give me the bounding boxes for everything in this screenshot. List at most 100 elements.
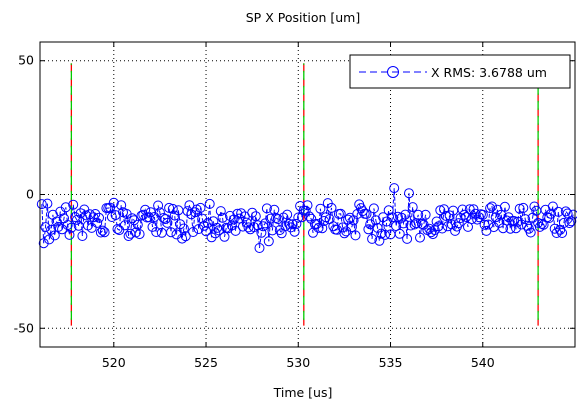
data-point-287 <box>566 216 577 227</box>
data-point-214 <box>431 216 442 227</box>
data-point-114 <box>247 207 258 218</box>
data-point-157 <box>326 202 337 213</box>
data-point-186 <box>380 229 390 240</box>
data-point-288 <box>568 209 577 220</box>
data-point-183 <box>374 235 385 246</box>
data-point-34 <box>99 227 110 238</box>
data-point-201 <box>407 202 418 213</box>
x-axis-label: Time [us] <box>273 385 333 400</box>
data-point-139 <box>293 212 304 223</box>
data-point-143 <box>300 205 311 216</box>
data-point-5 <box>46 224 57 235</box>
data-point-82 <box>188 227 199 237</box>
data-point-181 <box>370 215 381 226</box>
data-point-103 <box>226 220 237 231</box>
data-point-62 <box>151 227 162 237</box>
data-point-39 <box>108 197 119 208</box>
data-point-249 <box>496 209 507 220</box>
data-point-63 <box>153 200 164 211</box>
data-point-69 <box>164 202 175 213</box>
data-point-193 <box>392 211 403 222</box>
data-point-98 <box>217 212 228 223</box>
data-point-30 <box>92 217 103 228</box>
data-point-282 <box>557 228 568 238</box>
event-markers <box>70 63 539 326</box>
data-point-239 <box>477 209 488 220</box>
data-point-286 <box>564 218 575 229</box>
data-point-276 <box>546 208 556 219</box>
data-point-242 <box>483 219 494 230</box>
legend-marker <box>387 66 399 78</box>
data-point-180 <box>368 203 379 214</box>
data-point-226 <box>453 218 464 229</box>
data-point-233 <box>466 214 477 225</box>
data-point-246 <box>490 212 501 223</box>
data-point-200 <box>405 220 416 231</box>
data-point-176 <box>361 209 372 219</box>
data-point-123 <box>263 236 274 247</box>
data-point-162 <box>335 208 346 219</box>
axis-ticks: 520 525 530 535 540 50 0 -50 <box>14 42 575 370</box>
data-point-101 <box>223 223 234 234</box>
data-point-182 <box>372 222 383 233</box>
data-point-85 <box>193 224 204 234</box>
data-point-191 <box>389 183 400 194</box>
data-point-71 <box>167 203 178 214</box>
data-point-243 <box>485 203 496 214</box>
y-tick-label: 0 <box>26 187 34 202</box>
data-point-252 <box>501 215 512 226</box>
data-point-18 <box>70 212 81 222</box>
data-point-53 <box>134 229 145 240</box>
data-point-119 <box>256 227 267 238</box>
data-point-45 <box>119 220 130 231</box>
data-point-251 <box>499 201 510 212</box>
data-point-7 <box>49 230 60 241</box>
data-point-108 <box>236 208 247 219</box>
data-point-126 <box>269 204 280 215</box>
data-point-122 <box>261 203 272 214</box>
data-point-194 <box>394 228 405 239</box>
data-point-267 <box>529 201 540 212</box>
data-point-106 <box>232 208 243 219</box>
data-point-22 <box>77 231 88 241</box>
data-point-174 <box>357 206 368 217</box>
data-point-235 <box>470 208 481 219</box>
data-point-16 <box>66 222 77 233</box>
data-point-258 <box>512 216 523 227</box>
data-point-205 <box>415 232 425 243</box>
y-tick-label: 50 <box>18 53 34 68</box>
series-x-position <box>36 183 577 253</box>
data-point-28 <box>88 212 99 223</box>
data-point-32 <box>95 227 106 238</box>
data-point-257 <box>511 223 521 234</box>
data-point-86 <box>195 202 206 213</box>
data-point-138 <box>291 218 302 229</box>
data-point-168 <box>346 222 357 233</box>
data-point-229 <box>459 209 470 220</box>
data-point-137 <box>289 226 300 237</box>
data-point-91 <box>204 198 215 209</box>
data-point-55 <box>138 209 149 220</box>
data-point-102 <box>225 210 235 221</box>
data-point-78 <box>180 231 191 242</box>
data-point-248 <box>494 217 505 228</box>
data-point-283 <box>558 217 569 228</box>
data-point-43 <box>116 200 127 211</box>
data-point-120 <box>258 221 269 232</box>
data-point-127 <box>271 213 282 223</box>
data-point-89 <box>201 226 211 237</box>
data-point-104 <box>228 214 239 225</box>
data-point-173 <box>356 203 366 214</box>
series-line <box>41 188 574 249</box>
data-point-27 <box>86 222 97 233</box>
data-point-77 <box>178 223 189 234</box>
data-point-94 <box>210 228 221 239</box>
data-point-68 <box>162 217 173 228</box>
data-point-40 <box>110 210 121 221</box>
data-point-204 <box>413 209 424 220</box>
data-point-247 <box>492 204 503 215</box>
data-point-133 <box>282 209 293 220</box>
data-point-54 <box>136 210 147 221</box>
data-point-262 <box>520 214 531 225</box>
